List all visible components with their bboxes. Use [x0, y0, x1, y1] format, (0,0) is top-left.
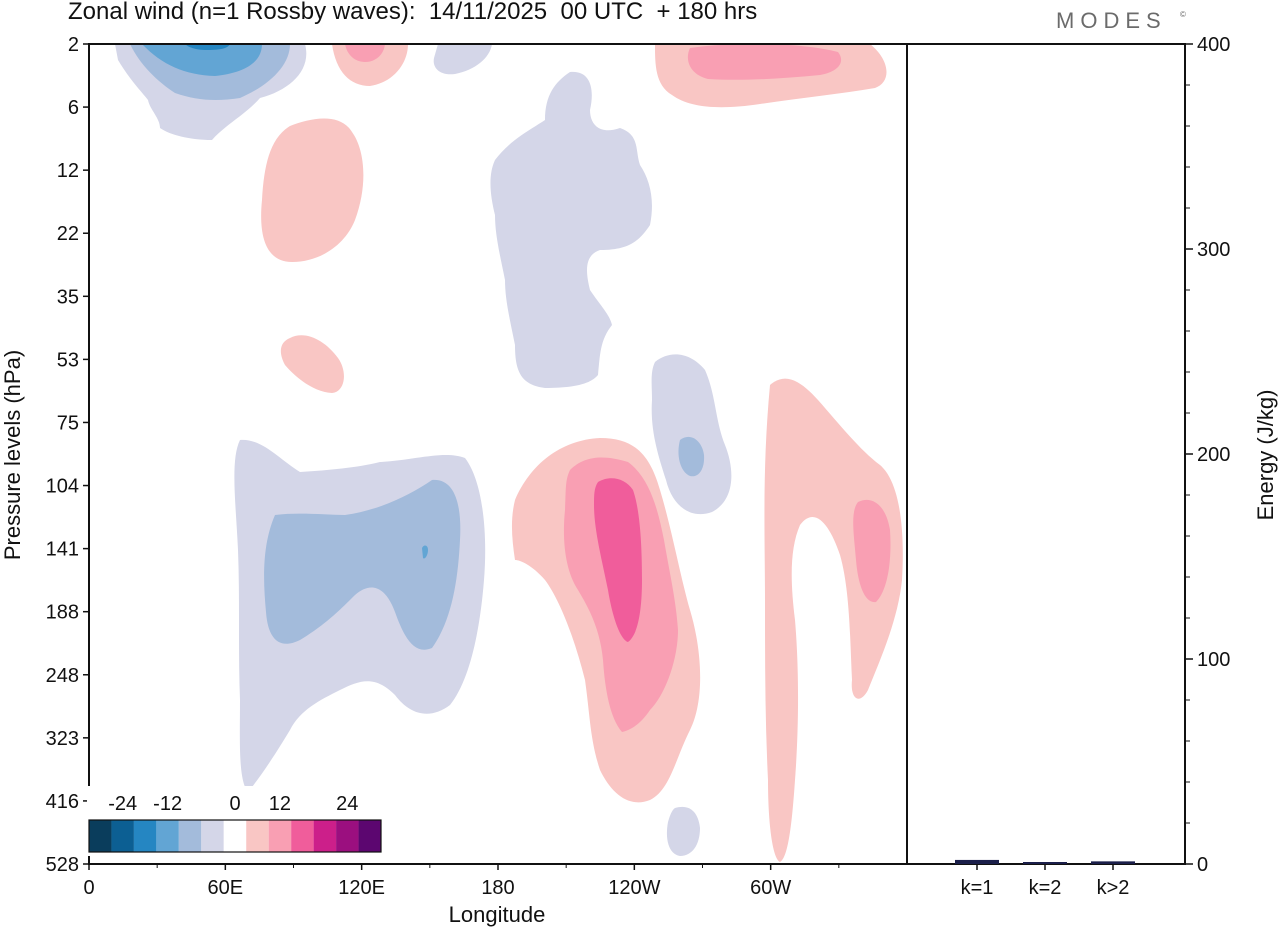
contour-neg-100w-inner: [678, 436, 705, 477]
energy-bar: [1023, 862, 1067, 864]
colorbar: [87, 786, 383, 856]
energy-category-label: k=2: [1029, 877, 1062, 899]
y-tick-label: 53: [57, 349, 79, 371]
x-tick-label: 60E: [208, 877, 244, 899]
colorbar-swatch: [111, 820, 134, 852]
colorbar-swatch: [268, 820, 292, 852]
y-axis-title: Pressure levels (hPa): [0, 350, 25, 560]
colorbar-label: -24: [108, 793, 137, 815]
colorbar-labels: -24 -12 0 12 24: [108, 793, 358, 815]
energy-bars: [955, 859, 1135, 864]
contour-pos-60e-mid: [280, 335, 344, 393]
contour-pos-60w-inner: [853, 499, 891, 603]
contour-neg-central-column: [490, 71, 652, 389]
x-tick-label: 60W: [750, 877, 791, 899]
colorbar-swatch: [313, 820, 337, 852]
y-tick-label: 6: [68, 97, 79, 119]
y-tick-label: 22: [57, 223, 79, 245]
colorbar-swatch: [201, 820, 224, 852]
brand-copyright-mark: ©: [1180, 10, 1186, 19]
x-tick-label: 120E: [338, 877, 385, 899]
y-tick-label: 104: [46, 476, 79, 498]
contour-pos-60w-outer: [764, 378, 903, 862]
contour-fields: [115, 44, 903, 862]
x-tick-label: 120W: [608, 877, 660, 899]
x-tick-label: 0: [83, 877, 94, 899]
energy-bar: [1091, 861, 1135, 864]
energy-tick-label: 400: [1197, 34, 1230, 56]
y-tick-labels: 2 6 12 22 35 53 75 104 141 188 248 323 416 528: [46, 34, 79, 876]
colorbar-label: 24: [336, 793, 358, 815]
colorbar-label: 12: [269, 793, 291, 815]
contour-neg-lower-100w: [666, 806, 700, 856]
energy-y-ticks: 0 100 200 300 400: [1185, 34, 1230, 876]
energy-category-label: k=1: [961, 877, 994, 899]
energy-category-label: k>2: [1097, 877, 1130, 899]
energy-x-labels: k=1 k=2 k>2: [961, 864, 1130, 899]
contour-stratosphere-neg-3: [142, 44, 262, 76]
y-tick-label: 416: [46, 791, 79, 813]
chart-title: Zonal wind (n=1 Rossby waves): 14/11/202…: [68, 0, 758, 25]
colorbar-swatch: [246, 820, 269, 852]
contour-neg-troposphere-inner: [264, 479, 461, 650]
energy-bar: [955, 859, 999, 864]
x-tick-labels: 0 60E 120E 180 120W 60W: [83, 877, 791, 899]
contour-pos-east-top-inner: [687, 44, 842, 80]
contour-stratosphere-neg-4: [185, 44, 230, 50]
colorbar-swatch: [133, 820, 157, 852]
colorbar-frame: [88, 819, 382, 853]
contour-neg-100w-outer: [651, 354, 732, 515]
contour-pos-120w-3: [594, 478, 642, 642]
colorbar-swatch: [336, 820, 359, 852]
energy-tick-label: 300: [1197, 239, 1230, 261]
x-tick-marks: [88, 864, 840, 870]
colorbar-label: 0: [229, 793, 240, 815]
contour-neg-180-top: [433, 44, 492, 75]
colorbar-swatch: [89, 820, 112, 852]
y-tick-label: 528: [46, 854, 79, 876]
colorbar-swatch: [156, 820, 179, 852]
x-tick-label: 180: [481, 877, 514, 899]
contour-pos-120e-top-inner: [345, 44, 385, 62]
y-tick-label: 141: [46, 539, 79, 561]
y-tick-label: 323: [46, 728, 79, 750]
energy-tick-label: 0: [1197, 854, 1208, 876]
colorbar-swatch: [178, 820, 202, 852]
x-axis-title: Longitude: [449, 902, 546, 927]
y-tick-label: 12: [57, 160, 79, 182]
energy-axis-title: Energy (J/kg): [1253, 390, 1278, 521]
contour-neg-troposphere-core: [422, 545, 428, 559]
y-tick-label: 2: [68, 34, 79, 56]
colorbar-swatch: [358, 820, 381, 852]
energy-plot-frame: [906, 43, 1186, 865]
energy-tick-label: 200: [1197, 444, 1230, 466]
colorbar-swatch: [291, 820, 314, 852]
energy-tick-label: 100: [1197, 649, 1230, 671]
colorbar-label: -12: [153, 793, 182, 815]
y-tick-label: 75: [57, 412, 79, 434]
y-tick-label: 35: [57, 286, 79, 308]
colorbar-swatch: [223, 820, 247, 852]
contour-pos-60e-upper: [261, 118, 364, 262]
brand-logo: MODES: [1056, 8, 1167, 33]
y-tick-label: 248: [46, 665, 79, 687]
y-tick-label: 188: [46, 602, 79, 624]
